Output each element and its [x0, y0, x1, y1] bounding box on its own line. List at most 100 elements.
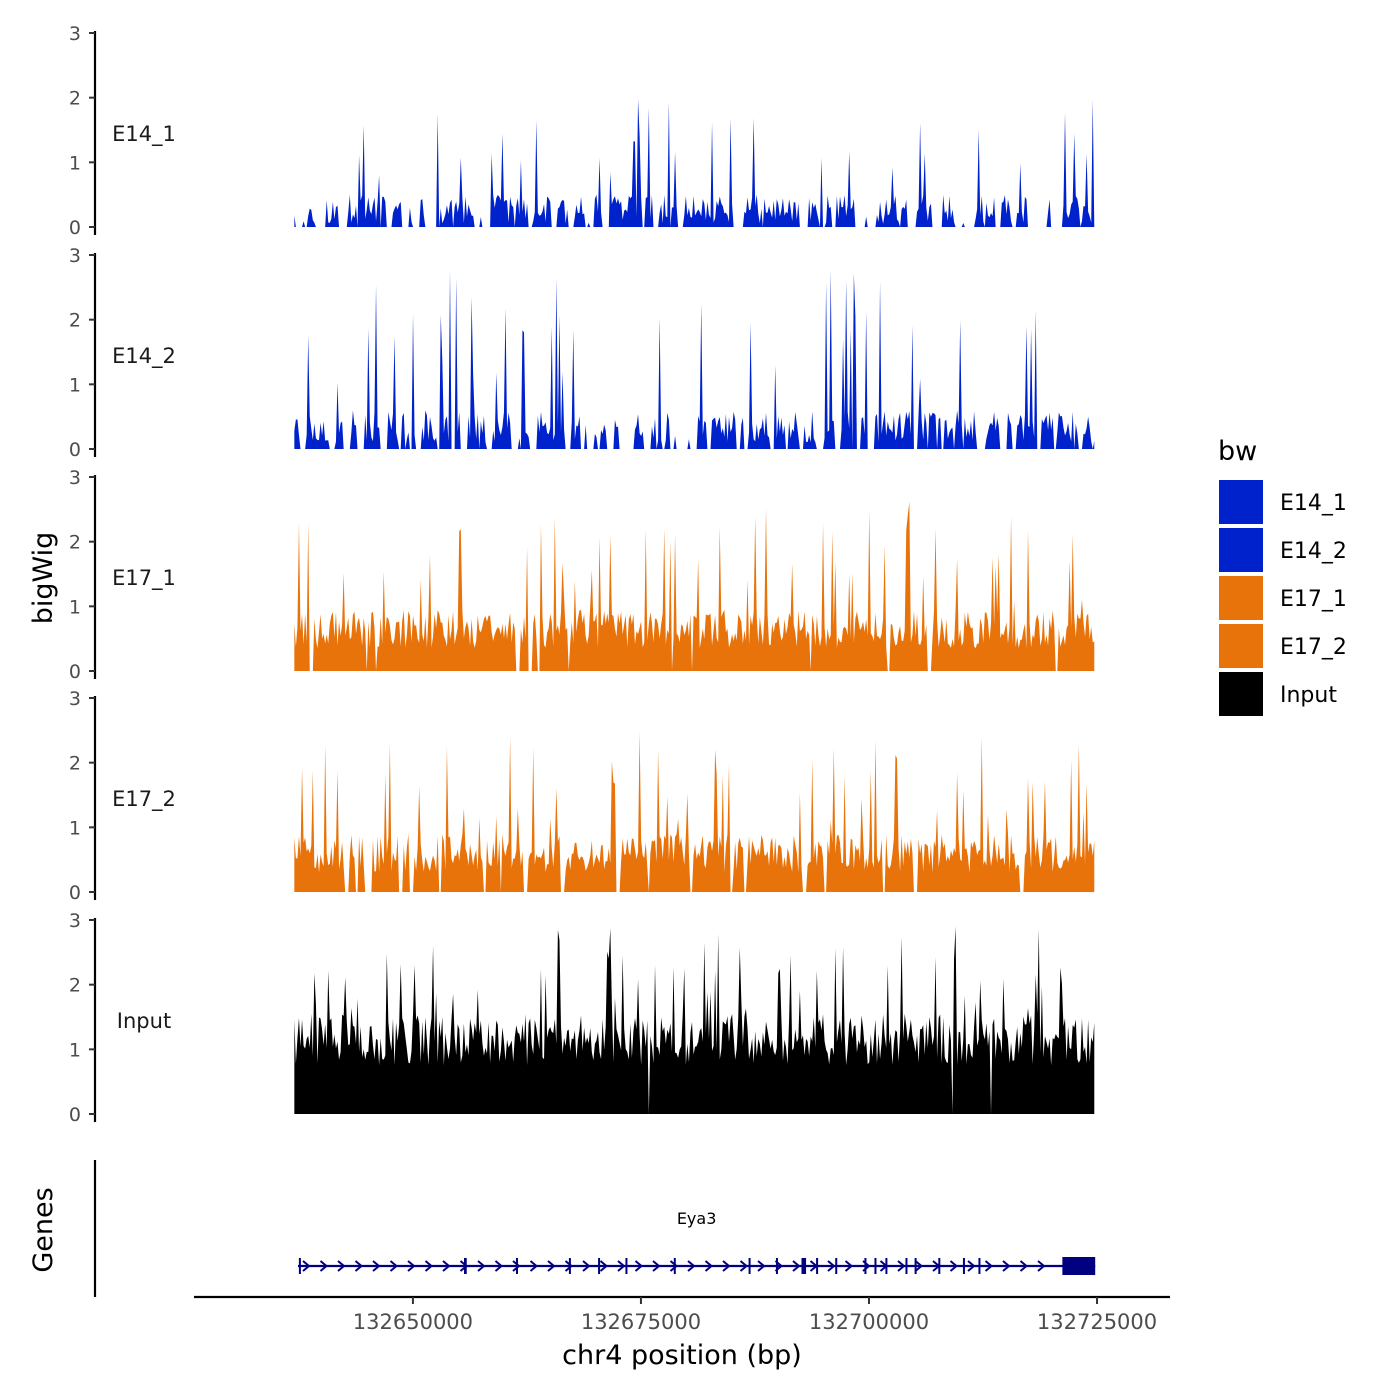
strand-arrow: [897, 1260, 906, 1272]
y-tick-label: 0: [69, 217, 81, 239]
coverage-area-e17-2: [294, 731, 1095, 892]
strand-arrow: [547, 1260, 556, 1272]
y-tick-label: 1: [69, 817, 81, 839]
strand-arrow: [1037, 1260, 1046, 1272]
track-input: 0 1 2 3 Input: [69, 910, 1095, 1126]
y-tick-label: 2: [69, 532, 81, 554]
y-tick-label: 0: [69, 439, 81, 461]
strand-arrow: [617, 1260, 626, 1272]
gene-eya3: Eya3: [297, 1209, 1096, 1275]
y-tick-label: 3: [69, 688, 81, 710]
strand-arrow: [687, 1260, 696, 1272]
y-tick-label: 1: [69, 596, 81, 618]
strand-arrow: [372, 1260, 381, 1272]
strand-arrow: [407, 1260, 416, 1272]
legend-item-e14-1: E14_1: [1219, 480, 1347, 524]
track-e14-2: 0 1 2 3 E14_2: [69, 245, 1095, 461]
strand-arrow: [564, 1260, 574, 1272]
coverage-tracks: 0 1 2 3 E14_1 0 1 2 3 E14_2 0 1 2 3 E17_1 0 1 2 3 E17_2 0 1 2 3…: [69, 23, 1095, 1126]
gene-exon: [938, 1258, 941, 1274]
gene-exon: [885, 1258, 888, 1274]
gene-exon: [598, 1258, 601, 1274]
strand-arrow: [949, 1260, 959, 1272]
coverage-area-e14-2: [294, 269, 1095, 449]
y-tick-label: 3: [69, 467, 81, 489]
y-tick-label: 2: [69, 88, 81, 110]
gene-exon: [914, 1258, 917, 1274]
strand-arrow: [914, 1260, 924, 1272]
strand-arrow: [337, 1260, 346, 1272]
strand-arrow: [302, 1260, 311, 1272]
legend-label: Input: [1280, 683, 1337, 708]
strand-arrow: [442, 1260, 451, 1272]
legend-item-input: Input: [1219, 672, 1337, 716]
strand-arrow: [722, 1260, 731, 1272]
track-e14-1: 0 1 2 3 E14_1: [69, 23, 1095, 239]
legend-swatch: [1219, 672, 1263, 716]
legend-item-e17-1: E17_1: [1219, 576, 1347, 620]
legend-swatch: [1219, 480, 1263, 524]
coverage-area-e17-1: [294, 501, 1095, 671]
y-axis-title: bigWig: [28, 532, 59, 625]
y-tick-label: 2: [69, 310, 81, 332]
coverage-area-e14-1: [294, 99, 1095, 227]
legend-item-e14-2: E14_2: [1219, 528, 1347, 572]
gene-exon: [298, 1258, 301, 1274]
strand-arrow: [599, 1260, 609, 1272]
x-tick-label: 132675000: [581, 1310, 701, 1334]
gene-exon: [801, 1258, 807, 1274]
y-tick-label: 3: [69, 245, 81, 267]
strand-arrow: [634, 1260, 644, 1272]
legend-label: E17_1: [1280, 587, 1347, 612]
y-tick-label: 3: [69, 23, 81, 45]
x-tick-label: 132700000: [809, 1310, 929, 1334]
strand-arrow: [582, 1260, 591, 1272]
gene-panel: Eya3: [93, 1160, 1096, 1297]
track-label: E14_2: [112, 344, 176, 369]
strand-arrow: [354, 1260, 364, 1272]
gene-exon: [1062, 1257, 1096, 1275]
y-tick-label: 0: [69, 1104, 81, 1126]
legend-label: E17_2: [1280, 635, 1347, 660]
strand-arrow: [529, 1260, 539, 1272]
y-tick-label: 2: [69, 753, 81, 775]
legend-title: bw: [1218, 436, 1257, 467]
x-tick-label: 132725000: [1037, 1310, 1157, 1334]
strand-arrow: [1019, 1260, 1029, 1272]
gene-exon: [816, 1258, 819, 1274]
strand-arrow: [319, 1260, 329, 1272]
gene-exon: [962, 1258, 965, 1274]
strand-arrow: [494, 1260, 504, 1272]
strand-arrow: [844, 1260, 854, 1272]
y-tick-label: 0: [69, 882, 81, 904]
legend-label: E14_2: [1280, 539, 1347, 564]
gene-exon: [463, 1258, 467, 1274]
strand-arrow: [739, 1260, 749, 1272]
gene-exon: [673, 1258, 676, 1274]
strand-arrow: [424, 1260, 434, 1272]
coverage-area-input: [294, 926, 1095, 1114]
legend-swatch: [1219, 576, 1263, 620]
strand-arrow: [757, 1260, 766, 1272]
legend-label: E14_1: [1280, 491, 1347, 516]
track-e17-2: 0 1 2 3 E17_2: [69, 688, 1095, 904]
legend-swatch: [1219, 528, 1263, 572]
gene-exon: [905, 1258, 908, 1274]
gene-panel-title: Genes: [28, 1187, 59, 1272]
legend-item-e17-2: E17_2: [1219, 624, 1347, 668]
y-tick-label: 1: [69, 1039, 81, 1061]
strand-arrow: [477, 1260, 486, 1272]
strand-arrow: [512, 1260, 521, 1272]
x-axis-title: chr4 position (bp): [562, 1340, 802, 1371]
track-label: E14_1: [112, 122, 176, 147]
strand-arrow: [669, 1260, 679, 1272]
strand-arrow: [704, 1260, 714, 1272]
strand-arrow: [389, 1260, 399, 1272]
y-tick-label: 1: [69, 374, 81, 396]
legend: bw E14_1 E14_2 E17_1 E17_2 Input: [1218, 436, 1347, 716]
gene-exon: [978, 1258, 981, 1274]
x-tick-label: 132650000: [353, 1310, 473, 1334]
gene-exon: [864, 1258, 867, 1274]
gene-exon: [625, 1258, 628, 1274]
